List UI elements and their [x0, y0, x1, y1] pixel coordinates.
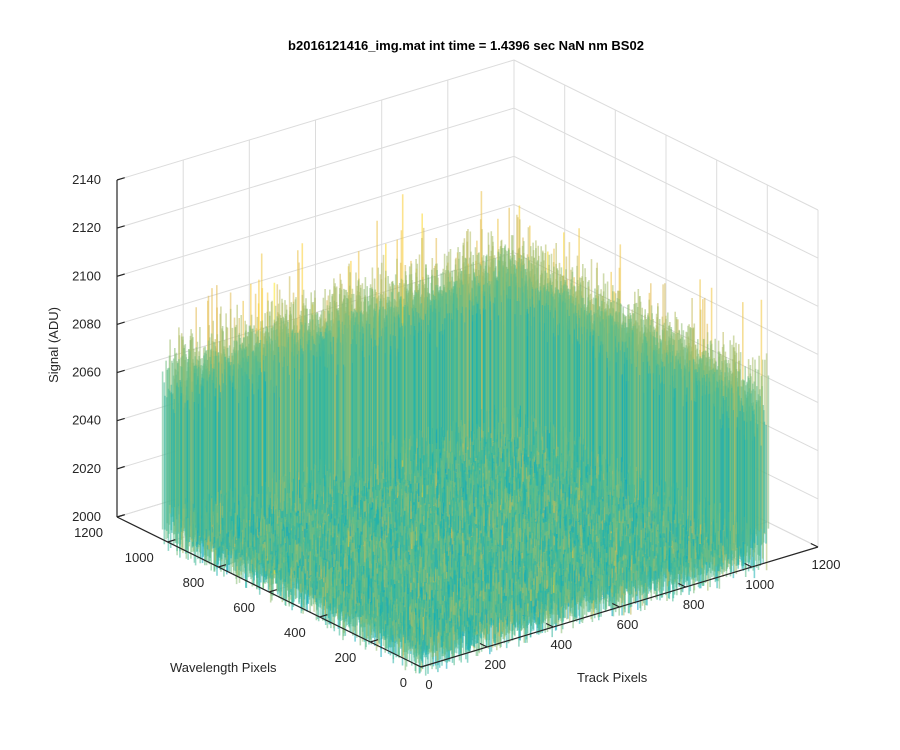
figure: 0200400600800100012000200400600800100012…	[0, 0, 900, 750]
